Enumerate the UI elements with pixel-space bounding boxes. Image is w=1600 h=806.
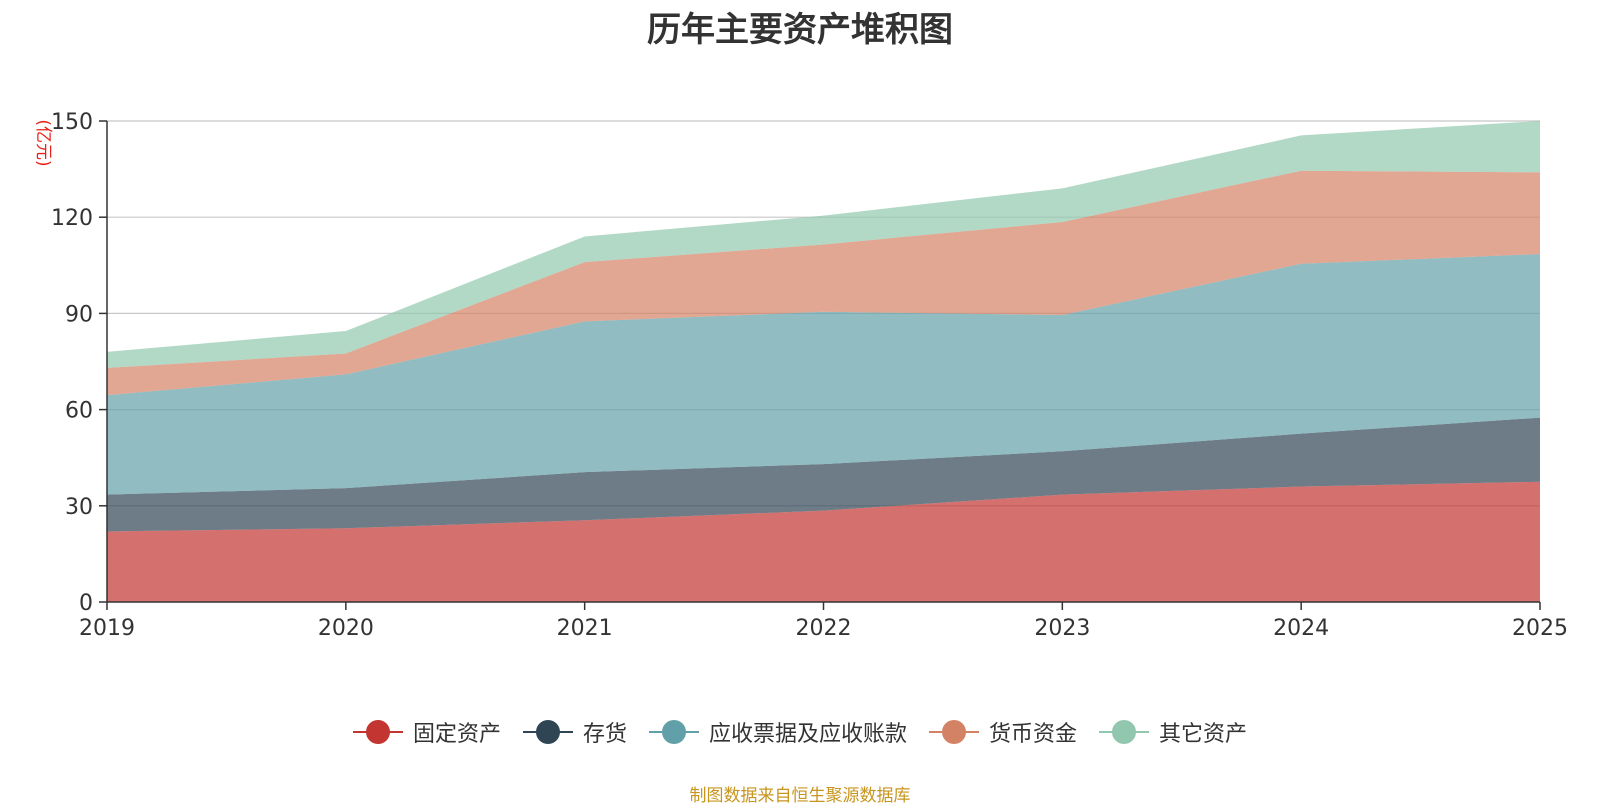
x-tick-label: 2022 [796,616,852,641]
area-series-1[interactable] [107,417,1540,532]
x-tick-label: 2019 [79,616,135,641]
source-note: 制图数据来自恒生聚源数据库 [689,786,911,806]
legend-item-1[interactable]: 存货 [522,716,627,748]
legend-item-4[interactable]: 其它资产 [1099,716,1247,748]
legend-marker-icon [1099,720,1150,744]
legend-marker-icon [929,720,979,744]
chart-title: 历年主要资产堆积图 [647,10,953,50]
area-series-4[interactable] [107,121,1540,368]
area-series-2[interactable] [107,254,1540,495]
area-series [107,121,1540,602]
legend-item-3[interactable]: 货币资金 [929,716,1077,748]
x-tick-label: 2024 [1273,616,1329,641]
y-tick-label: 150 [51,110,93,135]
legend-marker-icon [648,720,699,744]
axes: 0 30 60 90 120 150 2019 2020 2021 2022 2023 2024 202… [51,110,1568,641]
legend-item-2[interactable]: 应收票据及应收账款 [648,716,907,748]
y-axis-unit-label: (亿元) [33,119,53,166]
legend-label: 存货 [582,722,627,747]
legend-item-0[interactable]: 固定资产 [352,716,501,748]
legend-label: 其它资产 [1159,722,1248,747]
legend-marker-icon [352,720,403,744]
legend: 固定资产 存货 应收票据及应收账款 货币资金 其它资产 [0,716,1600,748]
y-tick-label: 0 [79,591,93,616]
x-tick-label: 2023 [1034,616,1090,641]
x-tick-label: 2021 [557,616,613,641]
legend-marker-icon [522,720,573,744]
area-series-3[interactable] [107,170,1540,396]
legend-label: 应收票据及应收账款 [708,722,907,747]
legend-label: 固定资产 [412,722,501,747]
y-tick-label: 60 [65,399,93,424]
area-series-0[interactable] [107,481,1540,602]
y-tick-label: 90 [65,302,93,327]
y-tick-label: 120 [51,206,93,231]
x-tick-label: 2025 [1512,616,1568,641]
legend-label: 货币资金 [989,722,1078,747]
x-tick-label: 2020 [318,616,374,641]
y-tick-label: 30 [65,495,93,520]
